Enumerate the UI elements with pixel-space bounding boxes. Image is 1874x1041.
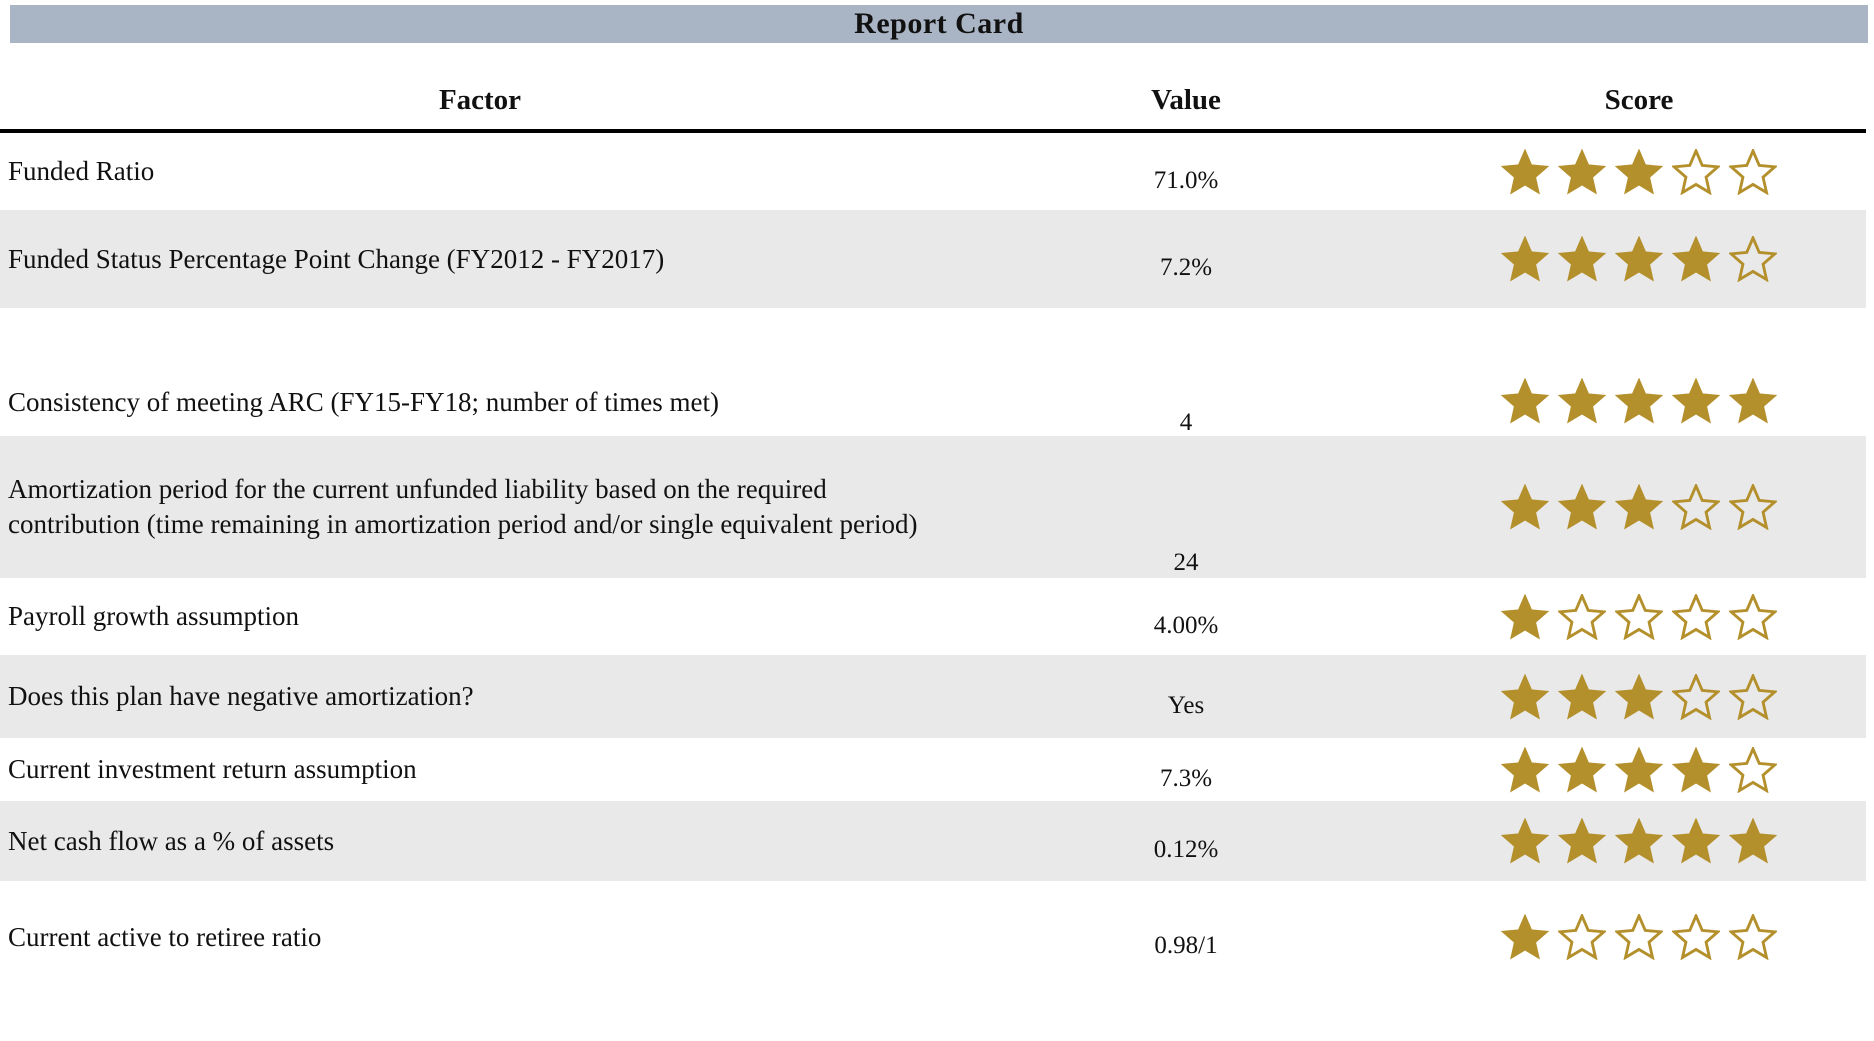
value-cell: 0.12% xyxy=(1153,836,1219,863)
value-cell: 7.3% xyxy=(1159,764,1213,792)
column-header-factor: Factor xyxy=(438,84,522,116)
title-bar: Report Card xyxy=(10,5,1868,43)
column-header-value: Value xyxy=(1151,84,1221,116)
value-cell: Yes xyxy=(1167,691,1205,719)
column-header-score: Score xyxy=(1604,84,1674,116)
star-rating xyxy=(1501,148,1777,195)
score-cell xyxy=(1412,210,1866,308)
table-row: Amortization period for the current unfu… xyxy=(0,436,1866,578)
score-cell xyxy=(1412,436,1866,578)
star-rating xyxy=(1501,914,1777,960)
factor-cell: Does this plan have negative amortizatio… xyxy=(8,681,474,712)
table-row: Does this plan have negative amortizatio… xyxy=(0,655,1866,738)
value-cell: 7.2% xyxy=(1159,254,1213,281)
score-cell xyxy=(1412,738,1866,801)
factor-cell: Funded Ratio xyxy=(8,156,155,187)
factor-cell: Consistency of meeting ARC (FY15-FY18; n… xyxy=(8,387,719,418)
table-row: Current active to retiree ratio 0.98/1 xyxy=(0,881,1866,993)
star-rating xyxy=(1501,378,1777,424)
score-cell xyxy=(1412,881,1866,993)
star-rating xyxy=(1501,236,1777,282)
table-row: Funded Status Percentage Point Change (F… xyxy=(0,210,1866,308)
factor-cell: Payroll growth assumption xyxy=(8,601,299,632)
score-cell xyxy=(1412,801,1866,881)
factor-cell: Current active to retiree ratio xyxy=(8,921,322,952)
factor-cell: Funded Status Percentage Point Change (F… xyxy=(8,243,665,274)
star-rating xyxy=(1501,746,1777,793)
table-row: Funded Ratio 71.0% xyxy=(0,133,1866,210)
table-row: Consistency of meeting ARC (FY15-FY18; n… xyxy=(0,308,1866,436)
value-cell: 4.00% xyxy=(1153,611,1219,639)
table-header: Factor Value Score xyxy=(0,43,1866,133)
star-rating xyxy=(1501,673,1777,720)
table-body: Funded Ratio 71.0% Funded Status Percent… xyxy=(0,133,1866,993)
table-row: Current investment return assumption 7.3… xyxy=(0,738,1866,801)
value-cell: 24 xyxy=(1173,549,1199,576)
factor-cell: Amortization period for the current unfu… xyxy=(8,474,918,539)
value-cell: 71.0% xyxy=(1153,166,1219,194)
star-rating xyxy=(1501,593,1777,640)
score-cell xyxy=(1412,655,1866,738)
score-cell xyxy=(1412,133,1866,210)
value-cell: 0.98/1 xyxy=(1154,932,1218,959)
score-cell xyxy=(1412,578,1866,655)
page-title: Report Card xyxy=(854,7,1024,40)
star-rating xyxy=(1501,484,1777,530)
table-row: Payroll growth assumption 4.00% xyxy=(0,578,1866,655)
report-card-page: Report Card Factor Value Score Funded Ra… xyxy=(0,5,1874,1041)
factor-cell: Net cash flow as a % of assets xyxy=(8,825,335,856)
factor-cell: Current investment return assumption xyxy=(8,754,417,785)
table-row: Net cash flow as a % of assets 0.12% xyxy=(0,801,1866,881)
score-cell xyxy=(1412,308,1866,436)
value-cell: 4 xyxy=(1179,409,1193,436)
star-rating xyxy=(1501,818,1777,864)
